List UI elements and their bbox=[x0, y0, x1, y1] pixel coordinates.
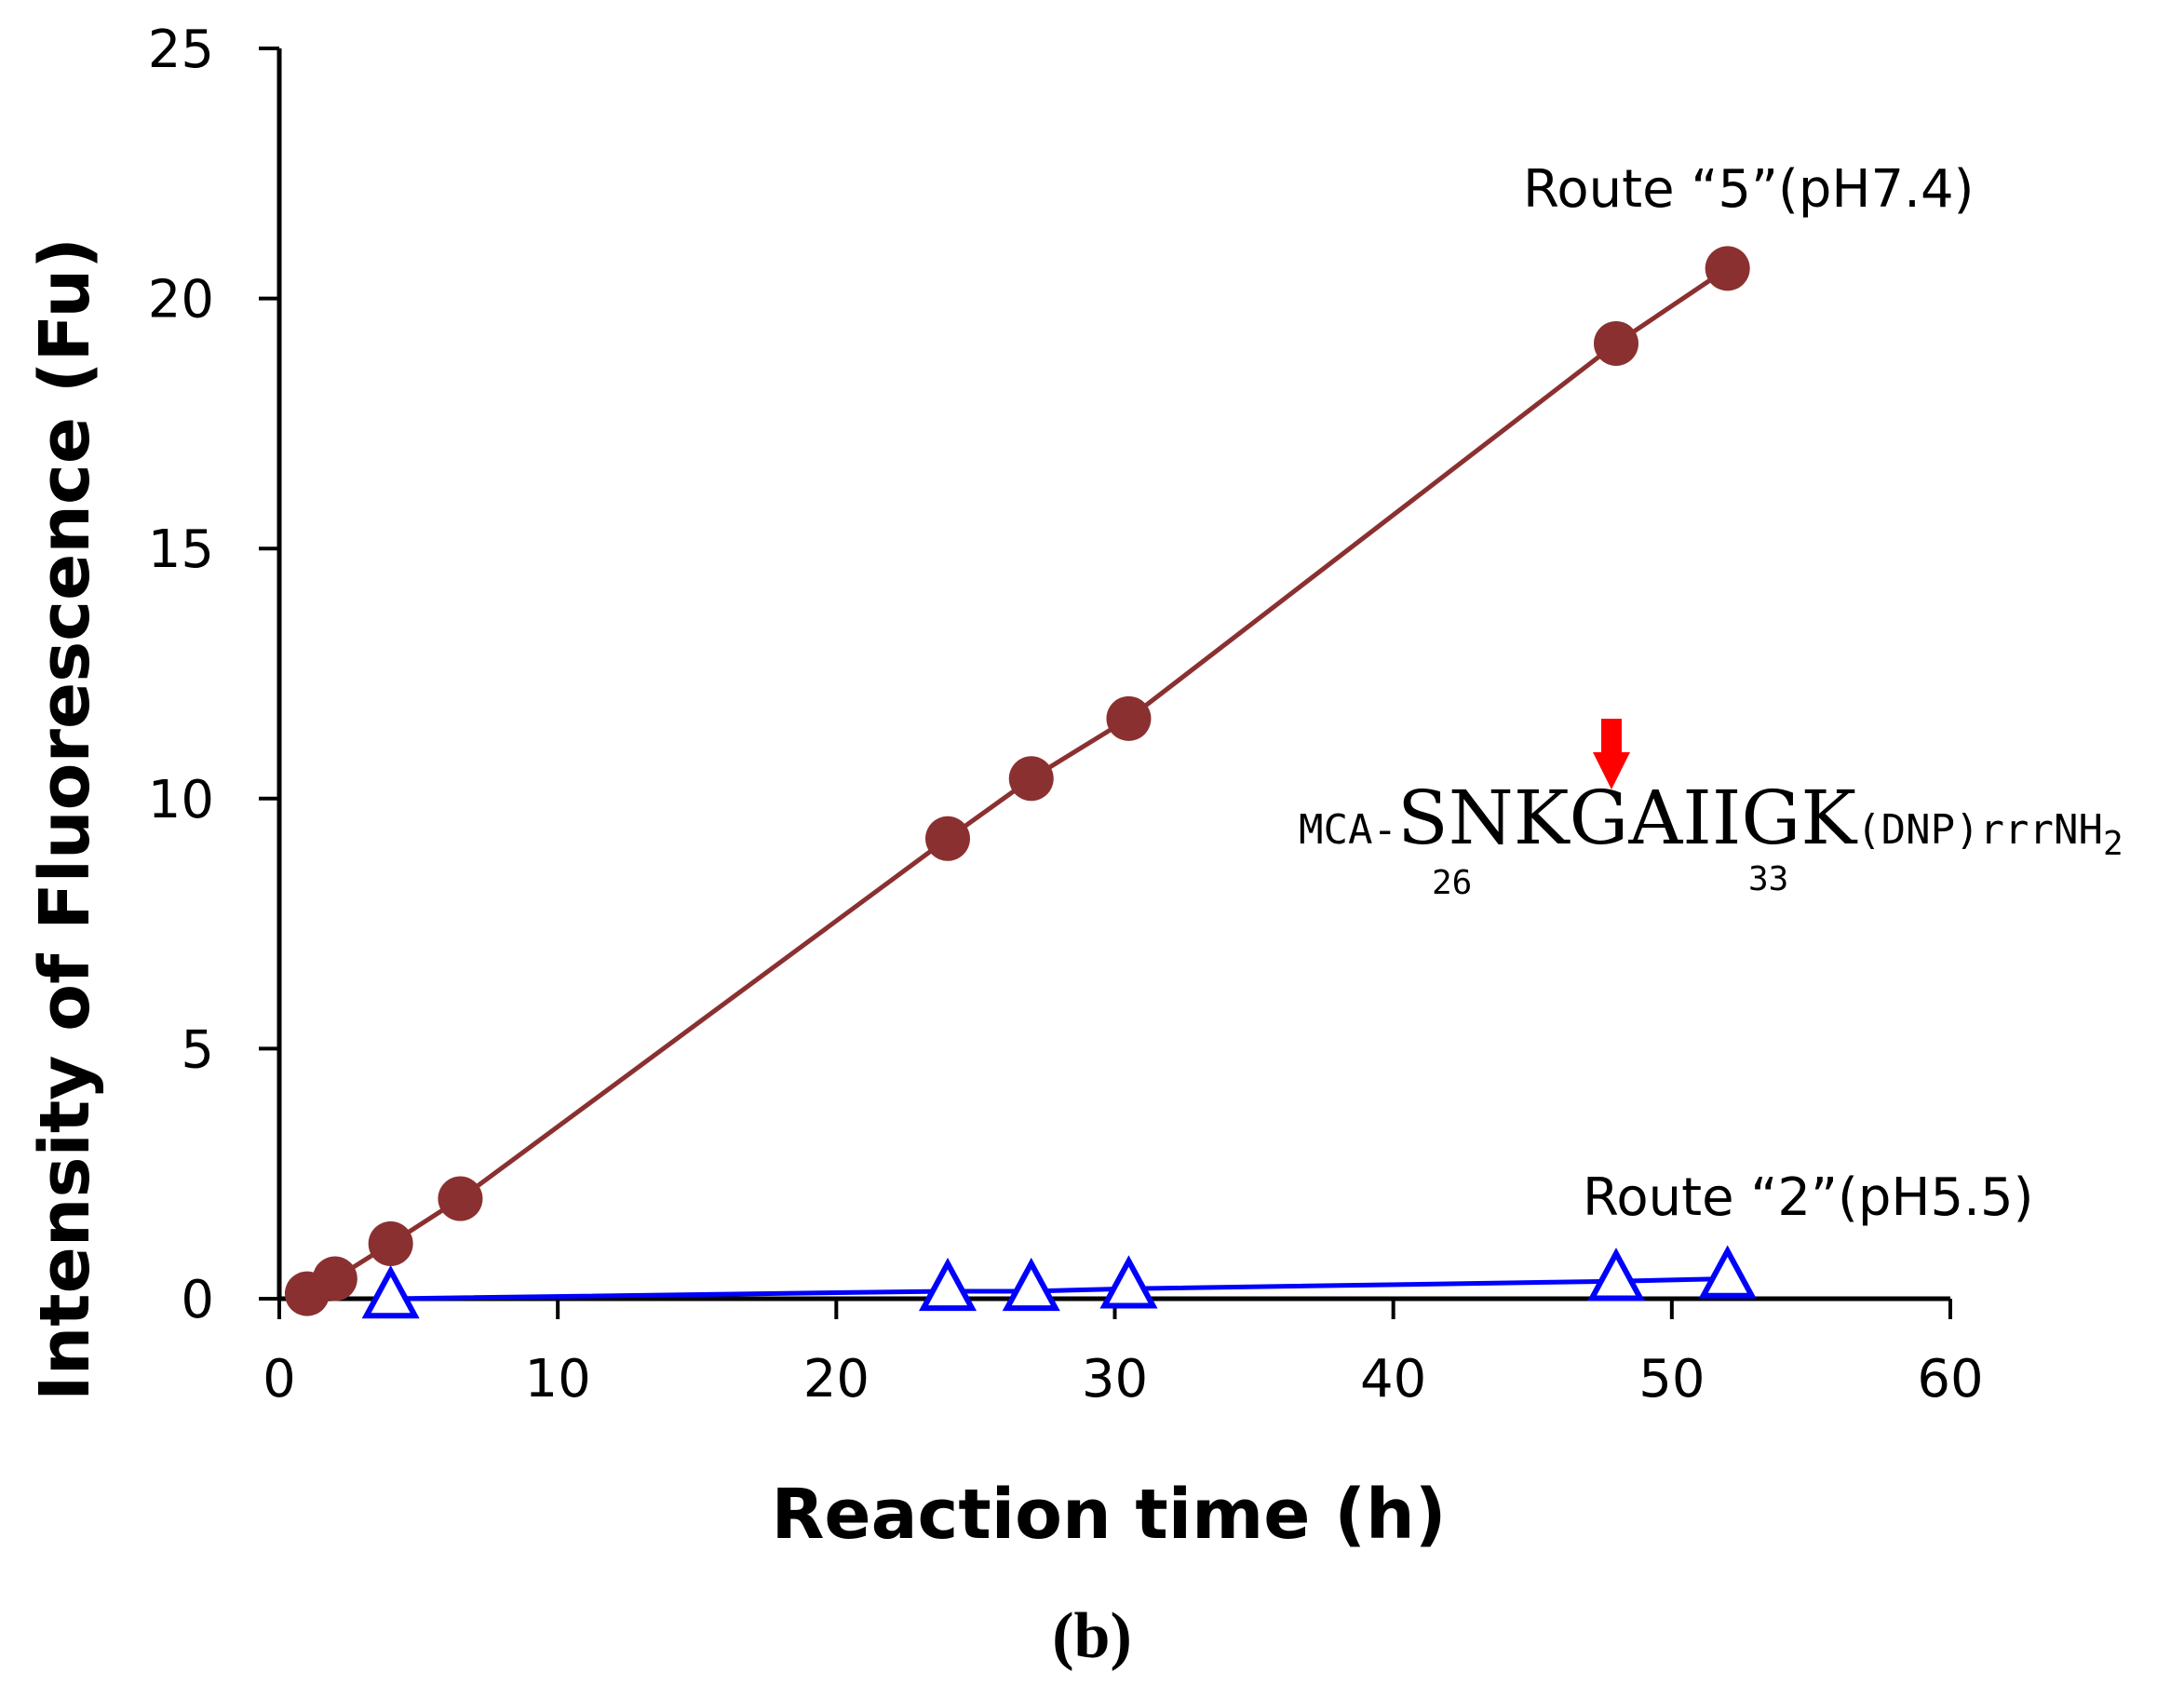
data-point bbox=[1586, 1248, 1646, 1302]
y-tick-label: 15 bbox=[148, 519, 214, 580]
cleavage-arrow-icon bbox=[1593, 719, 1630, 789]
sequence-left: SNKG bbox=[1397, 775, 1628, 861]
sequence-index-start: 26 bbox=[1432, 864, 1472, 902]
sequence-suffix-subscript: 2 bbox=[2103, 825, 2123, 863]
series-label-route-2: Route “2”(pH5.5) bbox=[1583, 1167, 2033, 1228]
data-point bbox=[918, 1257, 977, 1312]
sequence-suffix: (DNP)rrrNH bbox=[1856, 806, 2103, 854]
x-tick-label: 0 bbox=[263, 1349, 296, 1409]
series-label-route-5: Route “5”(pH7.4) bbox=[1523, 159, 1974, 220]
data-point bbox=[1002, 1257, 1060, 1312]
data-point bbox=[368, 1221, 413, 1266]
y-tick-label: 25 bbox=[148, 20, 214, 80]
series-1 bbox=[284, 246, 1750, 1316]
x-tick-label: 50 bbox=[1638, 1349, 1705, 1409]
series-line bbox=[390, 1276, 1728, 1302]
sequence-right: AIIGK bbox=[1627, 775, 1857, 861]
series-2 bbox=[361, 1245, 1757, 1319]
data-point bbox=[1099, 1255, 1158, 1309]
data-point bbox=[1594, 320, 1638, 366]
data-point bbox=[361, 1264, 420, 1319]
x-tick-label: 10 bbox=[525, 1349, 591, 1409]
ticks: 0 5 10 15 20 25 0 10 20 30 40 50 60 bbox=[148, 20, 1984, 1409]
series bbox=[284, 246, 1757, 1319]
x-tick-label: 30 bbox=[1082, 1349, 1148, 1409]
x-tick-label: 20 bbox=[803, 1349, 870, 1409]
y-tick-label: 0 bbox=[181, 1270, 214, 1330]
data-point bbox=[925, 816, 970, 861]
sequence-index-end: 33 bbox=[1748, 860, 1788, 898]
axes bbox=[276, 48, 1950, 1302]
data-point bbox=[1698, 1245, 1757, 1299]
data-point bbox=[1106, 695, 1152, 741]
data-point bbox=[312, 1256, 357, 1302]
peptide-sequence: MCA-SNKGAIIGK(DNP)rrrNH2 bbox=[1299, 775, 2123, 863]
sequence-prefix: MCA- bbox=[1299, 806, 1397, 854]
data-point bbox=[1008, 756, 1054, 802]
data-point bbox=[1705, 246, 1750, 291]
y-tick-label: 20 bbox=[148, 270, 214, 330]
panel-label: (b) bbox=[1052, 1600, 1132, 1672]
data-point bbox=[438, 1176, 483, 1221]
peptide-annotation: MCA-SNKGAIIGK(DNP)rrrNH2 26 33 bbox=[1299, 719, 2123, 902]
x-axis-title: Reaction time (h) bbox=[771, 1475, 1446, 1555]
x-tick-label: 60 bbox=[1917, 1349, 1983, 1409]
x-tick-label: 40 bbox=[1360, 1349, 1426, 1409]
y-axis-title: Intensity of Fluorescence (Fu) bbox=[25, 237, 105, 1401]
y-tick-label: 5 bbox=[181, 1019, 214, 1080]
y-tick-label: 10 bbox=[148, 770, 214, 830]
